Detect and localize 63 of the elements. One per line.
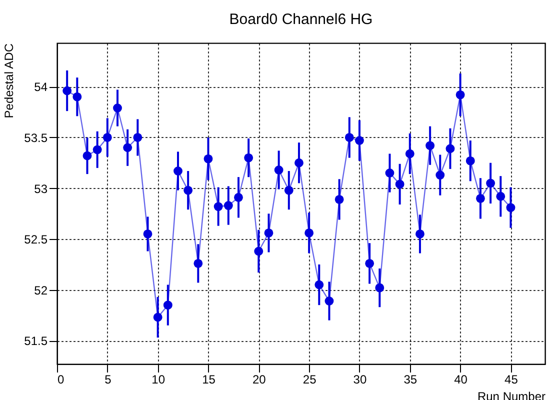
point [163, 300, 172, 310]
point [456, 90, 465, 100]
point [143, 230, 152, 238]
y-axis-title: Pedestal ADC [2, 43, 16, 118]
point [405, 149, 414, 158]
point [344, 133, 354, 142]
point [365, 258, 374, 268]
point [123, 143, 132, 152]
x-tick-label: 10 [152, 372, 166, 386]
y-tick-label: 52.5 [24, 232, 48, 247]
point [264, 228, 274, 238]
point [174, 166, 182, 176]
point [416, 230, 424, 238]
point [194, 258, 203, 268]
point [234, 192, 243, 202]
point [72, 92, 82, 102]
y-tick-label: 53 [34, 182, 48, 196]
y-tick-label: 51.5 [24, 334, 48, 348]
x-tick-label: 25 [302, 372, 317, 386]
point [254, 246, 264, 256]
point [102, 133, 112, 142]
x-tick-label: 45 [504, 372, 518, 386]
point [486, 178, 496, 188]
chart-title: Board0 Channel6 HG [229, 11, 373, 28]
point [304, 228, 314, 238]
point [133, 133, 142, 142]
point [436, 170, 445, 180]
x-tick-label: 5 [104, 372, 112, 386]
x-tick-label: 35 [404, 372, 418, 386]
point [92, 145, 102, 154]
point [214, 202, 223, 212]
x-tick-label: 15 [202, 372, 216, 386]
point [62, 86, 72, 96]
point [294, 158, 304, 168]
point [426, 141, 435, 150]
point [324, 296, 334, 306]
y-tick-label: 53.5 [24, 130, 48, 145]
x-tick-label: 0 [58, 372, 64, 386]
point [375, 283, 384, 292]
x-tick-label: 40 [454, 372, 468, 386]
point [314, 280, 324, 290]
point [82, 151, 92, 160]
point [224, 201, 233, 210]
x-tick-label: 30 [353, 372, 367, 386]
point [184, 186, 193, 195]
point [244, 153, 254, 162]
point [496, 192, 506, 201]
y-tick-label: 54 [34, 80, 48, 94]
point [466, 156, 475, 166]
point [446, 144, 455, 154]
point [284, 186, 294, 195]
point [476, 194, 485, 203]
point [334, 194, 344, 204]
point [506, 203, 516, 212]
point [355, 136, 364, 145]
point [153, 312, 162, 322]
point [204, 154, 213, 164]
point [385, 168, 394, 178]
point [113, 104, 122, 112]
point [274, 166, 284, 174]
y-tick-label: 52 [34, 283, 48, 298]
x-tick-label: 20 [252, 372, 266, 386]
point [395, 180, 404, 189]
